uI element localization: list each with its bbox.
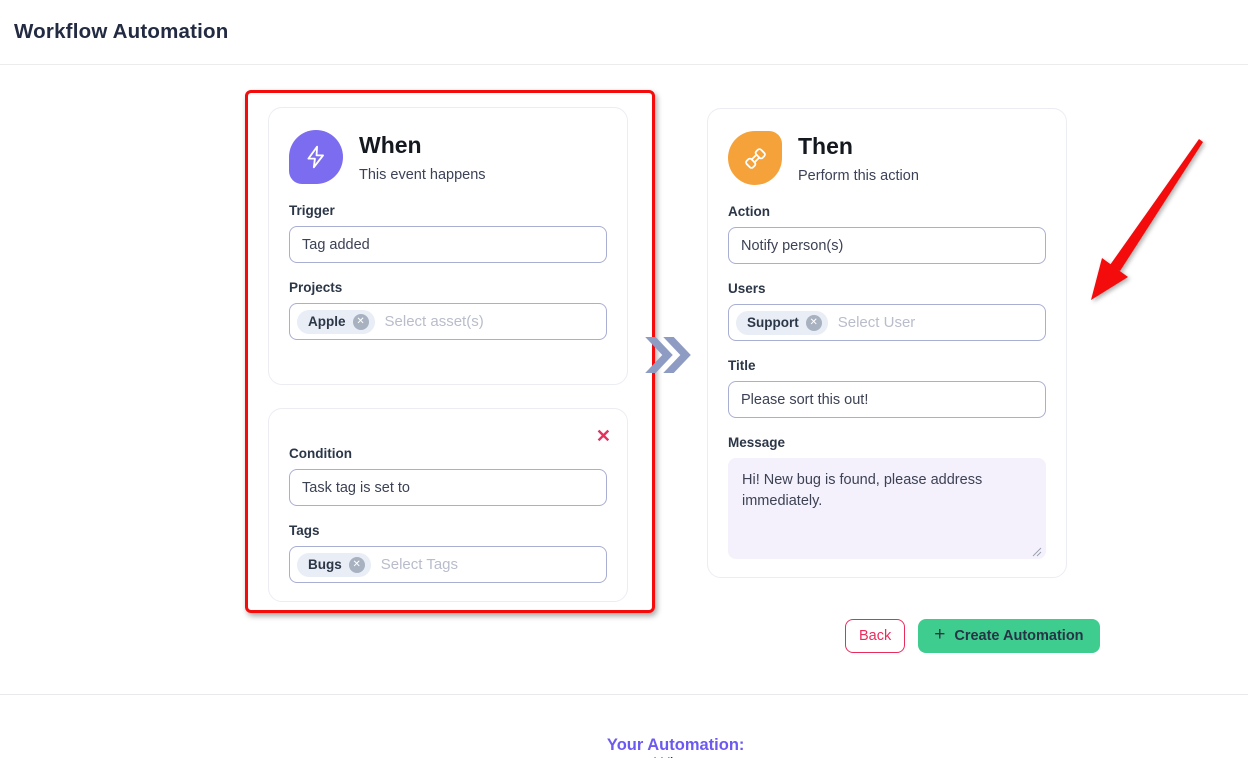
header-bar: Workflow Automation <box>0 0 1248 65</box>
projects-placeholder: Select asset(s) <box>384 313 484 330</box>
x-icon: ✕ <box>595 426 611 446</box>
message-textarea[interactable]: Hi! New bug is found, please address imm… <box>728 458 1046 559</box>
project-chip: Apple ✕ <box>297 309 375 334</box>
user-chip-label: Support <box>747 315 799 330</box>
summary-segment: When <box>650 755 702 758</box>
users-placeholder: Select User <box>837 314 916 331</box>
trigger-label: Trigger <box>289 203 335 218</box>
project-chip-label: Apple <box>308 314 346 329</box>
circle-x-icon[interactable]: ✕ <box>352 313 369 330</box>
then-subtitle: Perform this action <box>798 167 919 184</box>
condition-card: ✕ Condition Tags Bugs ✕ Select Tags <box>268 408 628 602</box>
title-label: Title <box>728 358 756 373</box>
then-title: Then <box>798 133 853 159</box>
projects-label: Projects <box>289 280 343 295</box>
automation-summary: Your Automation: When tag added and When… <box>0 717 1248 758</box>
zap-icon <box>289 130 343 184</box>
trigger-input[interactable] <box>289 226 607 263</box>
action-input[interactable] <box>728 227 1046 264</box>
plug-icon <box>728 131 782 185</box>
title-input[interactable] <box>728 381 1046 418</box>
then-card: Then Perform this action Action Users Su… <box>707 108 1067 578</box>
resize-grip-icon[interactable] <box>1032 547 1042 557</box>
projects-input[interactable]: Apple ✕ Select asset(s) <box>289 303 607 340</box>
action-buttons: Back + Create Automation <box>845 619 1100 653</box>
when-title: When <box>359 132 422 158</box>
when-card-header: When This event happens <box>289 130 607 186</box>
back-button[interactable]: Back <box>845 619 906 653</box>
when-subtitle: This event happens <box>359 166 486 183</box>
double-chevron-icon <box>644 336 692 379</box>
users-label: Users <box>728 281 766 296</box>
circle-x-icon[interactable]: ✕ <box>348 556 365 573</box>
create-automation-label: Create Automation <box>954 628 1084 644</box>
condition-input[interactable] <box>289 469 607 506</box>
tags-placeholder: Select Tags <box>380 556 459 573</box>
circle-x-icon[interactable]: ✕ <box>805 314 822 331</box>
summary-label: Your Automation: <box>606 736 745 754</box>
tag-chip-label: Bugs <box>308 557 342 572</box>
user-chip: Support ✕ <box>736 310 828 335</box>
when-card: When This event happens Trigger Projects… <box>268 107 628 385</box>
create-automation-button[interactable]: + Create Automation <box>918 619 1100 653</box>
plus-icon: + <box>934 624 946 645</box>
page-title: Workflow Automation <box>14 20 229 43</box>
tag-chip: Bugs ✕ <box>297 552 371 577</box>
users-input[interactable]: Support ✕ Select User <box>728 304 1046 341</box>
remove-condition-button[interactable]: ✕ <box>596 427 611 445</box>
action-label: Action <box>728 204 770 219</box>
message-label: Message <box>728 435 786 450</box>
condition-label: Condition <box>289 446 352 461</box>
tags-input[interactable]: Bugs ✕ Select Tags <box>289 546 607 583</box>
tags-label: Tags <box>289 523 320 538</box>
then-card-header: Then Perform this action <box>728 131 1046 187</box>
footer-divider <box>0 694 1248 695</box>
red-arrow-icon <box>1091 139 1203 300</box>
